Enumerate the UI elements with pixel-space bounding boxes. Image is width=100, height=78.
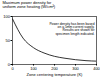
svg-text:Maximum power density forunifo: Maximum power density foruniform zone he… [3,0,56,9]
svg-text:400: 400 [93,66,100,71]
svg-text:100: 100 [3,14,10,19]
svg-text:300: 300 [72,66,79,71]
svg-text:Power density has been basedon: Power density has been basedon a 5mm cur… [49,22,95,36]
svg-text:100: 100 [30,66,37,71]
svg-text:Zone centering temperature (K): Zone centering temperature (K) [27,72,83,77]
svg-text:0: 0 [8,62,11,67]
svg-text:0: 0 [11,66,14,71]
svg-text:50: 50 [6,38,11,43]
svg-text:200: 200 [51,66,58,71]
